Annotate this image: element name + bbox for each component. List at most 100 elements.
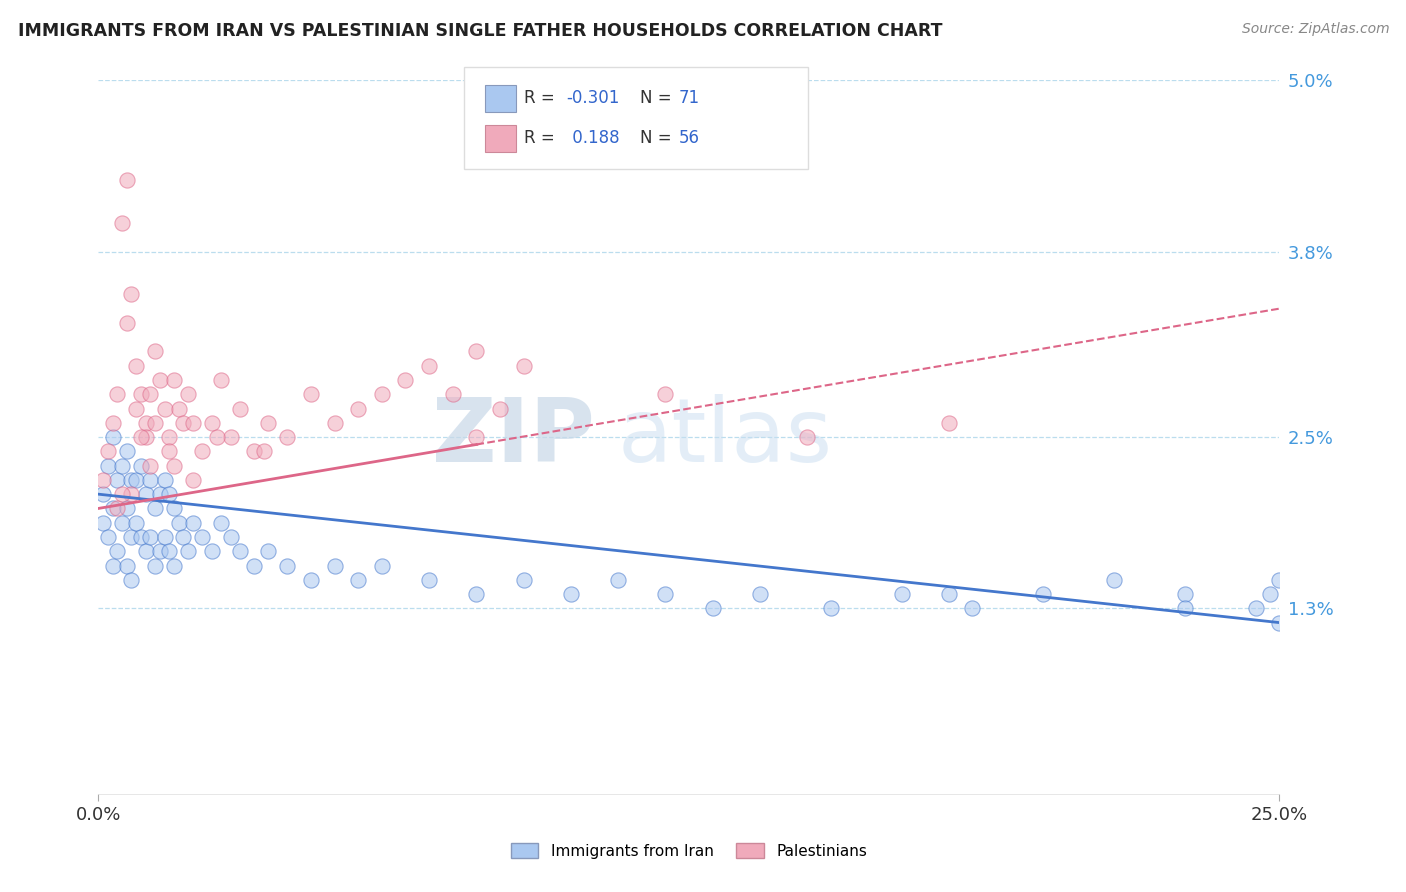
Point [229,401,252,416]
Point [105,387,128,401]
Point [1174,587,1197,601]
Point [139,473,162,487]
Text: N =: N = [640,129,676,147]
Point [748,587,770,601]
Text: 56: 56 [679,129,700,147]
Point [167,516,190,530]
Point [157,430,180,444]
Point [253,444,276,458]
Point [111,458,134,473]
Point [938,416,960,430]
Point [219,530,242,544]
Text: N =: N = [640,89,676,107]
Point [181,473,204,487]
Point [1032,587,1054,601]
Point [219,430,242,444]
Text: R =: R = [524,129,561,147]
Point [962,601,984,615]
Point [243,444,266,458]
Point [820,601,842,615]
Point [418,573,440,587]
Point [890,587,912,601]
Point [181,516,204,530]
Point [111,216,134,230]
Point [1258,587,1281,601]
Point [129,387,152,401]
Point [125,401,148,416]
Point [157,487,180,501]
Point [276,558,298,573]
Point [371,387,394,401]
Point [163,501,186,516]
Point [129,430,152,444]
Point [121,530,143,544]
Point [191,530,214,544]
Point [125,516,148,530]
Point [139,387,162,401]
Point [135,416,157,430]
Point [135,430,157,444]
Point [163,458,186,473]
Point [167,401,190,416]
Point [105,473,128,487]
Point [347,573,370,587]
Point [101,501,124,516]
Point [394,373,416,387]
Point [512,359,534,373]
Point [465,587,488,601]
Point [135,544,157,558]
Point [323,416,346,430]
Point [149,373,172,387]
Point [465,430,488,444]
Point [257,416,280,430]
Point [243,558,266,573]
Point [121,573,143,587]
Point [115,558,138,573]
Point [125,359,148,373]
Point [97,444,120,458]
Point [441,387,464,401]
Point [276,430,298,444]
Point [135,487,157,501]
Text: 0.188: 0.188 [567,129,619,147]
Point [139,458,162,473]
Point [115,173,138,187]
Point [299,387,322,401]
Point [201,544,224,558]
Point [157,544,180,558]
Text: atlas: atlas [619,393,834,481]
Point [796,430,818,444]
Point [111,487,134,501]
Point [181,416,204,430]
Point [121,487,143,501]
Point [91,473,114,487]
Point [97,530,120,544]
Point [101,558,124,573]
Point [323,558,346,573]
Point [229,544,252,558]
Point [143,501,166,516]
Point [129,458,152,473]
Point [1174,601,1197,615]
Point [149,487,172,501]
Point [201,416,224,430]
Point [654,587,676,601]
Point [143,416,166,430]
Point [97,458,120,473]
Text: -0.301: -0.301 [567,89,620,107]
Point [205,430,228,444]
Point [153,473,176,487]
Point [512,573,534,587]
Point [115,501,138,516]
Point [209,373,232,387]
Point [125,473,148,487]
Point [1102,573,1125,587]
Point [347,401,370,416]
Point [163,373,186,387]
Point [129,530,152,544]
Point [121,287,143,301]
Point [153,401,176,416]
Point [91,516,114,530]
Point [177,387,200,401]
Text: Source: ZipAtlas.com: Source: ZipAtlas.com [1241,22,1389,37]
